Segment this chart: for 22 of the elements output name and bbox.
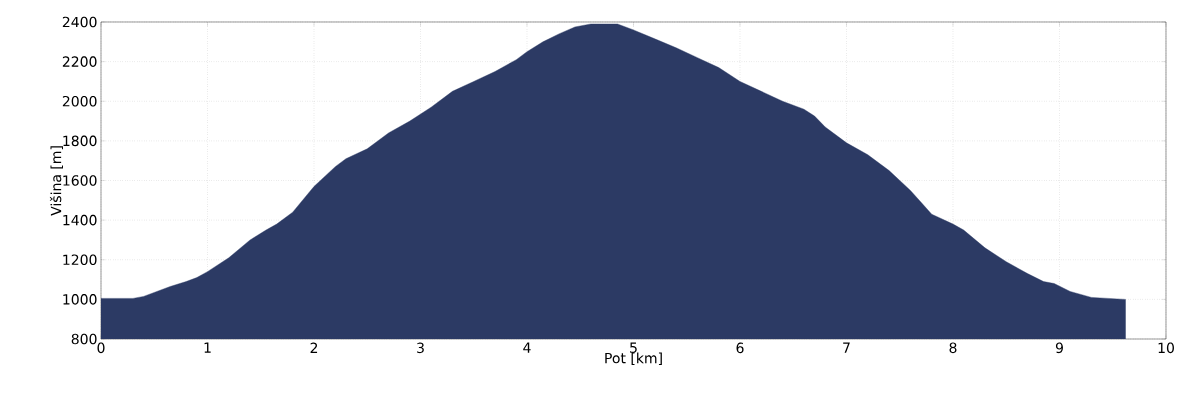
y-tick-label: 800 — [71, 333, 97, 345]
y-tick-label: 1600 — [63, 175, 97, 186]
y-tick-label: 2200 — [62, 56, 97, 67]
y-tick-label: 1000 — [63, 294, 97, 305]
x-tick-label: 9 — [1055, 342, 1063, 354]
x-axis-title: Pot [km] — [605, 352, 662, 366]
x-tick-label: 2 — [310, 342, 318, 353]
x-tick-label: 0 — [97, 342, 105, 354]
x-tick-label: 1 — [204, 342, 211, 353]
y-tick-label: 2000 — [62, 95, 97, 107]
x-tick-label: 10 — [1158, 342, 1174, 354]
y-tick-label: 2400 — [62, 16, 97, 28]
x-tick-label: 7 — [843, 342, 850, 353]
y-tick-label: 1800 — [63, 135, 97, 147]
x-tick-label: 6 — [736, 342, 744, 354]
y-axis-title: Višina [m] — [49, 146, 63, 216]
x-tick-label: 4 — [523, 342, 531, 353]
x-tick-label: 5 — [630, 342, 637, 353]
y-tick-label: 1400 — [63, 214, 97, 226]
x-tick-label: 3 — [417, 342, 424, 354]
y-tick-label: 1200 — [63, 254, 97, 266]
x-tick-label: 8 — [949, 342, 957, 354]
